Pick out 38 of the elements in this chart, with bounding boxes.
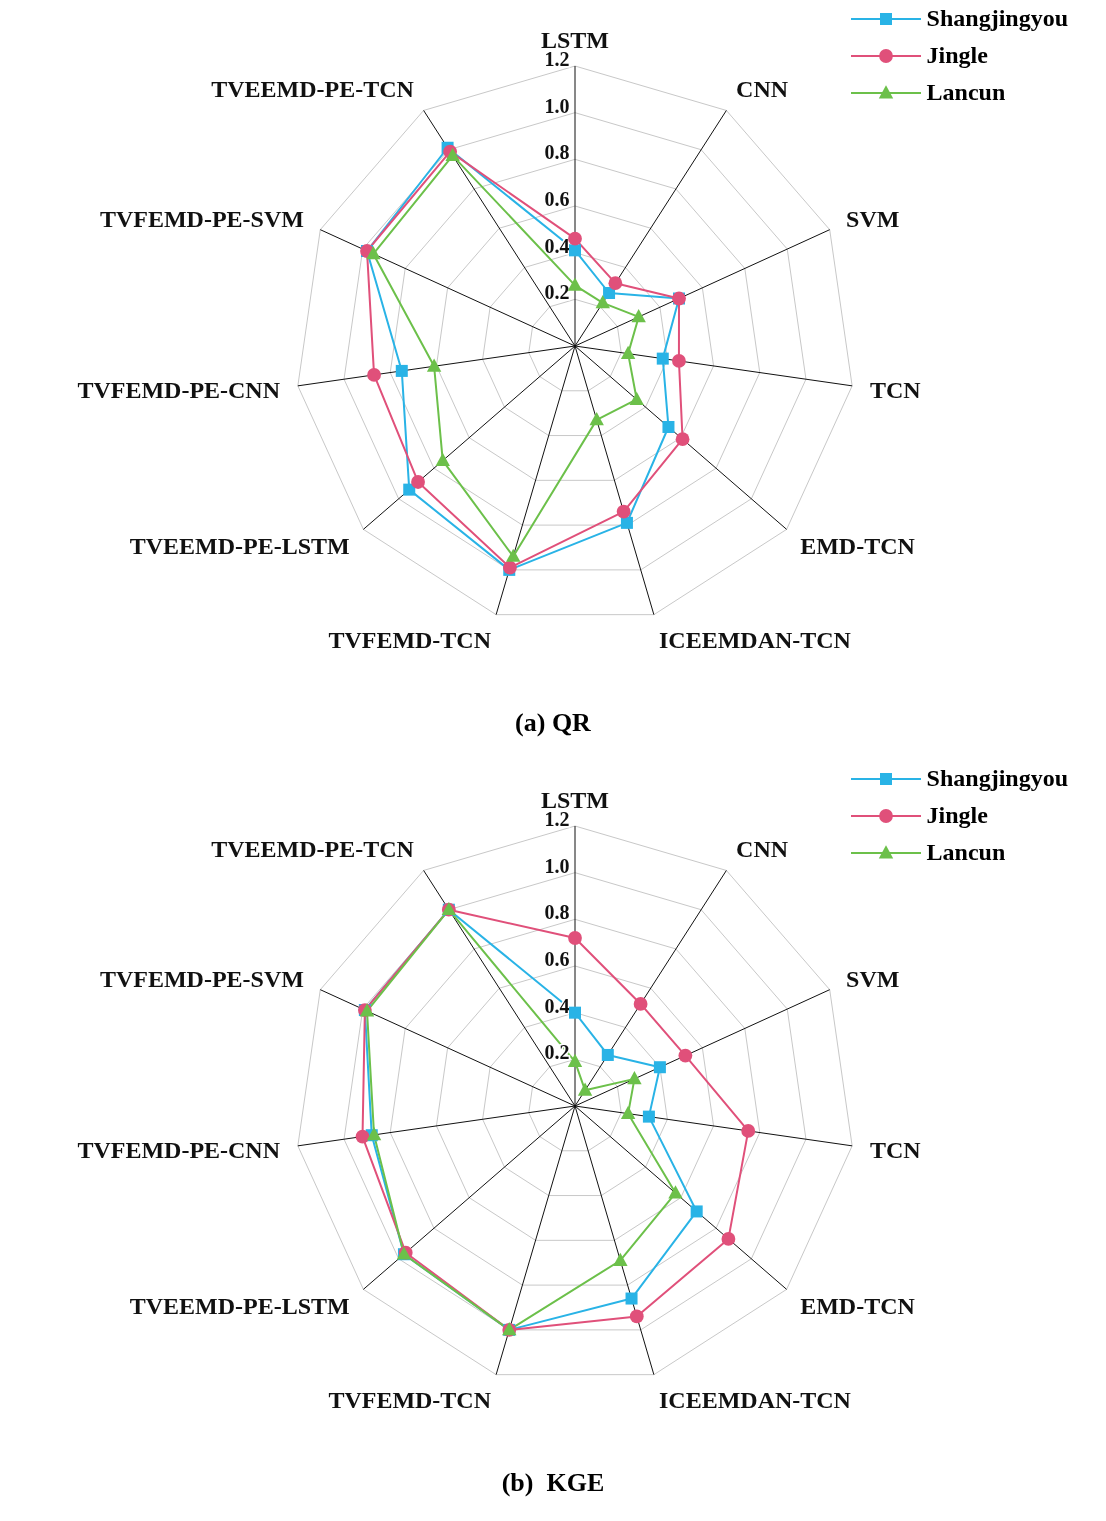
legend-label: Shangjingyou <box>926 765 1068 792</box>
spoke-label: TVFEMD-PE-SVM <box>99 205 304 232</box>
y-tick-label: 0.8 <box>544 141 570 164</box>
spoke-label: TCN <box>869 376 922 403</box>
y-tick-label: 1.0 <box>544 94 570 117</box>
legend-label: Jingle <box>926 802 988 829</box>
spoke-label: TVEEMD-PE-TCN <box>211 75 415 102</box>
spoke-label: ICEEMDAN-TCN <box>658 626 852 653</box>
y-tick-label: 0.2 <box>544 1041 570 1064</box>
spoke-label: ICEEMDAN-TCN <box>658 1386 852 1413</box>
legend-label: Shangjingyou <box>926 5 1068 32</box>
spoke-label: TVFEMD-PE-CNN <box>77 1136 281 1163</box>
spoke-label: SVM <box>846 205 900 232</box>
spoke-label: TCN <box>869 1136 922 1163</box>
spoke-label: CNN <box>736 75 789 102</box>
spoke-label: TVFEMD-TCN <box>328 1386 492 1413</box>
spoke-label: TVEEMD-PE-LSTM <box>129 533 350 560</box>
spoke-label: TVFEMD-TCN <box>328 626 492 653</box>
spoke-label: EMD-TCN <box>800 533 916 560</box>
spoke-label: EMD-TCN <box>800 1293 916 1320</box>
spoke-label: TVEEMD-PE-LSTM <box>129 1293 350 1320</box>
y-tick-label: 0.4 <box>544 994 570 1017</box>
y-tick-label: 0.8 <box>544 901 570 924</box>
y-tick-label: 0.4 <box>544 234 570 257</box>
spoke-label: SVM <box>846 965 900 992</box>
spoke-label: CNN <box>736 835 789 862</box>
text: (b) KGE <box>500 1468 606 1498</box>
legend-label: Lancun <box>926 839 1006 866</box>
spoke-label: TVFEMD-PE-CNN <box>77 376 281 403</box>
y-tick-label: 0.6 <box>544 948 570 970</box>
legend-label: Jingle <box>926 42 988 69</box>
legend-label: Lancun <box>926 79 1006 106</box>
spoke-label: TVFEMD-PE-SVM <box>99 965 304 992</box>
text: (a) QR <box>514 708 592 738</box>
spoke-label: TVEEMD-PE-TCN <box>211 835 415 862</box>
y-tick-label: 0.2 <box>544 281 570 304</box>
y-tick-label: 1.0 <box>544 854 570 877</box>
y-tick-label: 0.6 <box>544 188 570 210</box>
